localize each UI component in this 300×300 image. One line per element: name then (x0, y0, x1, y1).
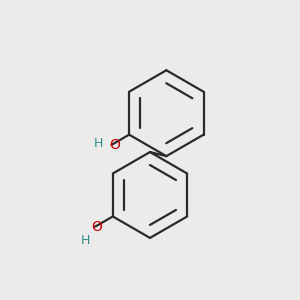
Text: H: H (81, 235, 91, 248)
Text: H: H (94, 137, 103, 150)
Text: O: O (92, 220, 103, 234)
Text: O: O (109, 138, 120, 152)
